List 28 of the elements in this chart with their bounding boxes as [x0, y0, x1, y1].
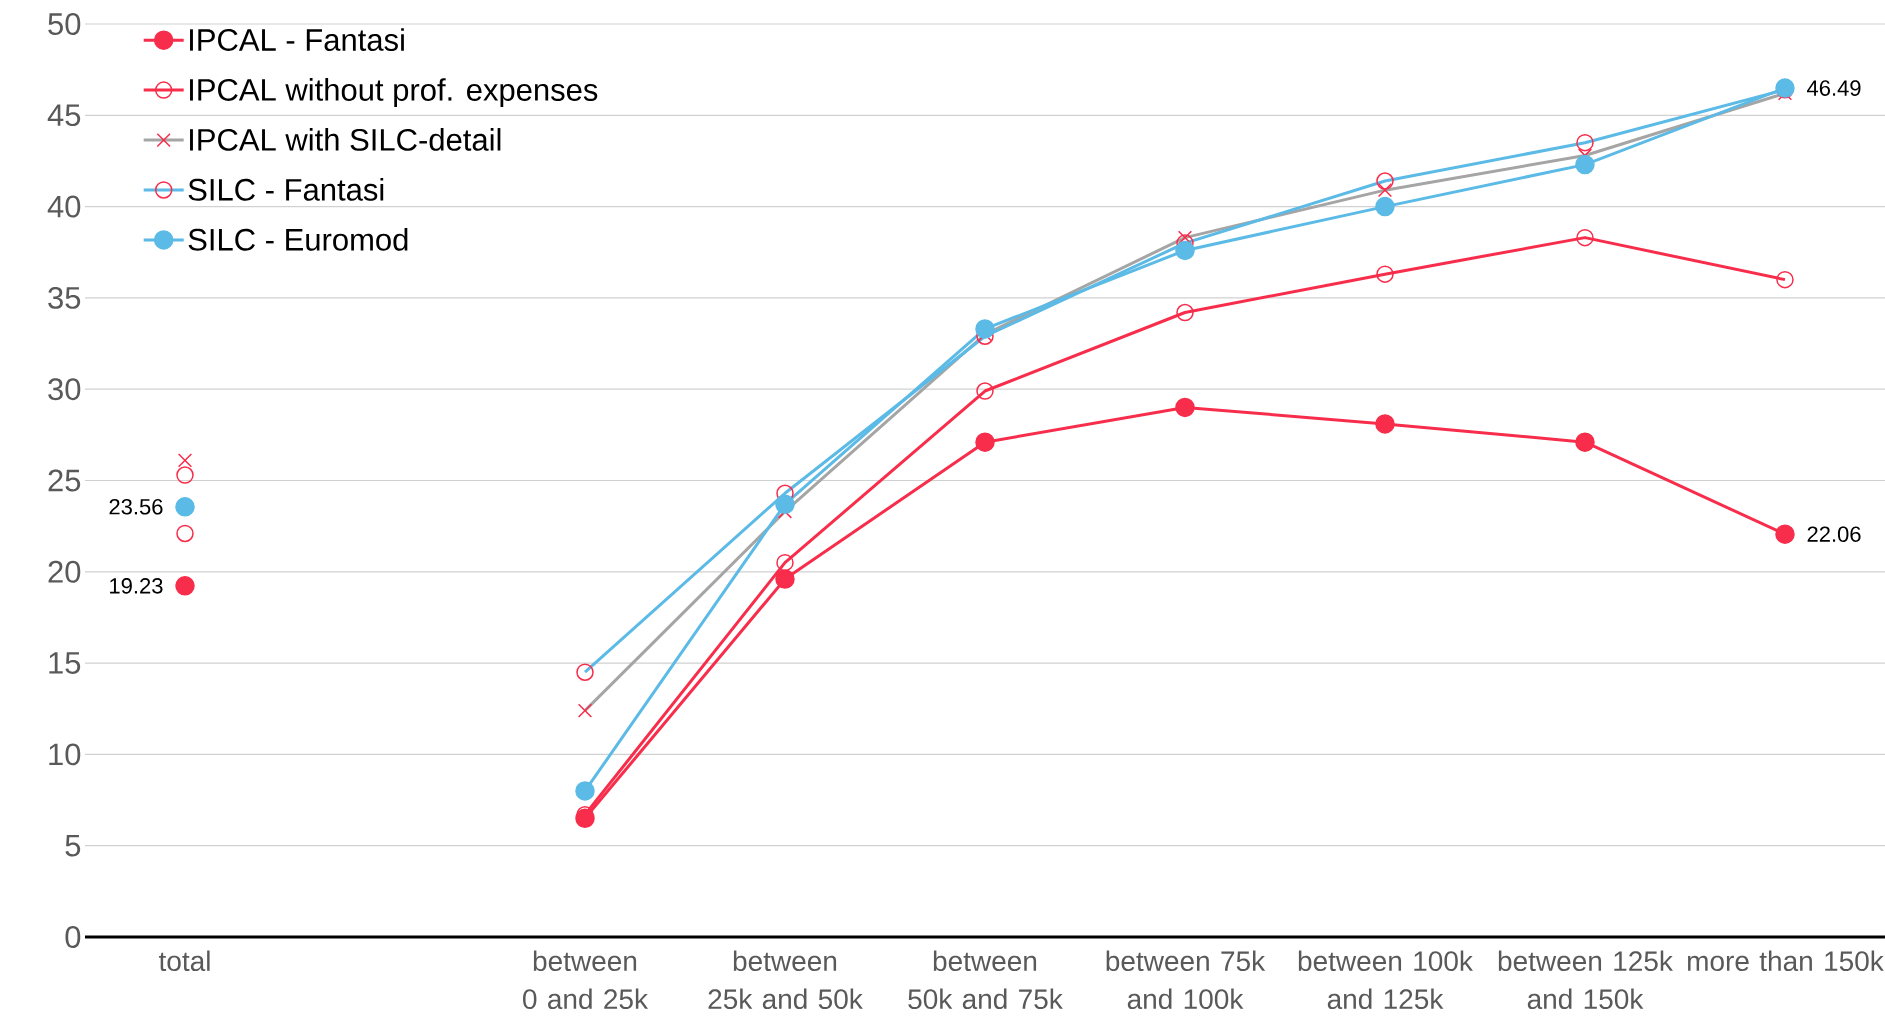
y-tick-label: 30	[48, 378, 81, 401]
y-tick-label: 40	[47, 195, 81, 218]
data-label: 22.06	[1807, 526, 1861, 542]
x-tick-label: between 0 and 25k	[523, 950, 649, 1010]
legend-label: SILC - Fantasi	[188, 178, 384, 201]
x-tick-label: between 50k and 75k	[908, 950, 1063, 1010]
x-tick-label: more than 150k	[1688, 950, 1884, 972]
x-tick-label: between 75k and 100k	[1106, 950, 1266, 1010]
y-tick-label: 5	[65, 834, 81, 857]
y-tick-label: 45	[47, 104, 81, 127]
x-tick-label: total	[158, 950, 210, 972]
data-label: 23.56	[109, 499, 163, 515]
data-label: 46.49	[1807, 80, 1861, 96]
legend-label: IPCAL - Fantasi	[190, 28, 404, 51]
y-tick-label: 35	[48, 286, 81, 309]
legend-label: SILC - Euromod	[188, 227, 408, 251]
x-tick-label: between 100k and 125k	[1298, 950, 1473, 1010]
data-label: 19.23	[110, 578, 163, 594]
y-tick-label: 15	[49, 652, 81, 674]
legend-label: IPCAL without prof. expenses	[190, 78, 598, 108]
x-tick-label: between 125k and 150k	[1498, 950, 1673, 1010]
y-tick-label: 0	[65, 926, 81, 948]
y-tick-label: 25	[48, 469, 81, 492]
y-tick-label: 10	[49, 743, 81, 766]
x-tick-label: between 25k and 50k	[708, 950, 863, 1010]
y-tick-label: 50	[48, 13, 81, 35]
legend-label: IPCAL with SILC-detail	[190, 128, 501, 151]
y-tick-label: 20	[48, 560, 81, 583]
